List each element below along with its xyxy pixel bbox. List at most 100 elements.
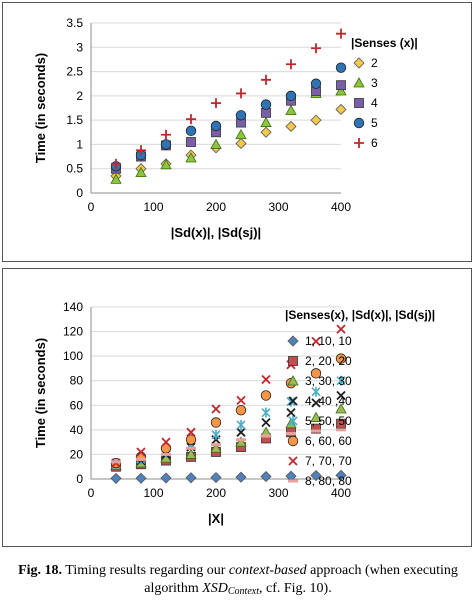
chart2-point (210, 471, 222, 484)
chart2-point (310, 368, 322, 379)
chart2-point (335, 403, 347, 414)
chart1-x-axis-label: |Sd(x)|, |Sd(sj)| (171, 225, 261, 240)
chart1-point (260, 116, 272, 127)
chart2-point (210, 442, 222, 453)
chart2-legend-label: 1, 10, 10 (305, 334, 352, 348)
chart1-y-axis-label: Time (in seconds) (33, 53, 48, 163)
chart2-ytick-label: 0 (76, 472, 83, 486)
caption-text-2: approach (when executing algorithm (144, 563, 458, 596)
chart1-xtick-label: 0 (88, 200, 95, 214)
chart1-point (286, 59, 296, 70)
chart2-point (211, 443, 221, 447)
chart2-legend-marker (287, 435, 299, 447)
chart1-legend-marker (354, 138, 364, 148)
caption-text-1: Timing results regarding our (62, 563, 229, 578)
chart2-point (136, 457, 146, 461)
chart1-legend-label: 5 (371, 116, 378, 130)
chart1-ytick-label: 1 (76, 137, 83, 151)
caption-label: Fig. 18. (18, 563, 63, 578)
chart-panel-senses: 0 0.5 1 1.5 2 2.5 3 3.5 0 100 200 300 400 |Sd(x)|, |S… (2, 2, 472, 262)
chart2-xtick-label: 400 (331, 486, 351, 500)
chart2-point (336, 324, 346, 334)
chart1-legend-label: 6 (371, 136, 378, 150)
chart1-series-2 (111, 80, 346, 174)
chart1-point (110, 173, 122, 184)
chart1-point (211, 98, 221, 109)
chart1-point (185, 152, 197, 163)
chart2-series-5 (110, 353, 347, 469)
chart1-ytick-label: 3 (76, 40, 83, 54)
chart2-point (286, 432, 296, 436)
chart2-point (235, 404, 247, 416)
chart2-legend-label: 2, 20, 20 (305, 354, 352, 368)
chart2-point (186, 427, 196, 437)
chart1-legend-label: 2 (371, 56, 378, 70)
chart1-ytick-label: 1.5 (66, 113, 83, 127)
chart1-point (235, 137, 247, 150)
chart2-point (186, 446, 196, 450)
chart1-ytick-label: 2 (76, 89, 83, 103)
chart2-point (185, 448, 197, 459)
chart2-point (336, 375, 346, 386)
chart2-point (336, 390, 346, 401)
chart2-legend-marker (288, 356, 298, 366)
chart1-ytick-label: 0.5 (66, 162, 83, 176)
chart2-point (185, 434, 197, 445)
caption-text-3: , cf. Fig. 10). (259, 581, 332, 596)
chart1-series-3 (110, 62, 347, 172)
chart2-point (261, 407, 271, 418)
chart1-point (135, 166, 147, 178)
chart1-legend-marker (354, 98, 364, 108)
chart2-legend-marker (288, 396, 298, 406)
chart1-point (186, 114, 196, 125)
chart2-legend-label: 7, 70, 70 (305, 454, 352, 468)
chart2-point (286, 408, 296, 418)
chart2-point (311, 386, 321, 397)
chart2-point (310, 411, 322, 422)
chart2-point (161, 452, 171, 456)
chart1-point (311, 43, 321, 54)
chart1-ytick-label: 2.5 (66, 65, 83, 79)
chart1-point (261, 74, 271, 85)
chart2-point (311, 423, 321, 434)
chart2-legend-marker (288, 416, 298, 426)
chart1-point (310, 78, 322, 89)
chart1-point (285, 120, 297, 133)
chart1-point (310, 114, 322, 126)
chart1-legend-marker (353, 117, 365, 129)
chart2-ytick-label: 60 (70, 398, 84, 412)
chart2-point (260, 390, 272, 401)
chart1-legend-label: 4 (371, 96, 378, 110)
chart2-xtick-label: 100 (143, 486, 163, 500)
chart2-point (235, 471, 247, 483)
chart1-xtick-label: 100 (143, 200, 163, 214)
chart1-ytick-label: 3.5 (66, 16, 83, 30)
chart2-legend-title: |Senses(x), |Sd(x)|, |Sd(sj)| (285, 308, 435, 322)
chart1-legend-marker (353, 77, 365, 88)
chart2-point (210, 417, 222, 428)
chart2-point (335, 353, 347, 364)
chart2-point (110, 472, 122, 484)
chart2-point (211, 429, 221, 440)
figure-caption: Fig. 18. Timing results regarding our co… (14, 562, 462, 601)
chart1-point (235, 128, 247, 140)
chart2-point (261, 434, 271, 438)
chart2-point (236, 395, 246, 406)
chart1-point (285, 104, 297, 115)
chart1-plot: 0 0.5 1 1.5 2 2.5 3 3.5 0 100 200 300 400 |Sd(x)|, |S… (33, 16, 351, 240)
chart1-point (160, 159, 172, 170)
chart2-point (211, 404, 221, 414)
chart-panel-x: 0 20 40 60 80 100 120 140 0 100 200 300 400 |X| Time (… (2, 268, 472, 547)
chart1-point (260, 126, 272, 138)
chart2-ytick-label: 80 (70, 374, 84, 388)
chart1-point (285, 90, 297, 102)
chart1-point (235, 110, 247, 121)
chart1-point (160, 139, 172, 150)
chart2-point (260, 470, 272, 483)
chart2-point (310, 469, 322, 482)
chart2-point (335, 469, 347, 481)
chart2-legend-marker (288, 456, 298, 466)
chart2-point (160, 472, 172, 484)
chart2-plot: 0 20 40 60 80 100 120 140 0 100 200 300 400 |X| Time (… (33, 300, 351, 526)
chart2-ytick-label: 100 (63, 349, 83, 363)
